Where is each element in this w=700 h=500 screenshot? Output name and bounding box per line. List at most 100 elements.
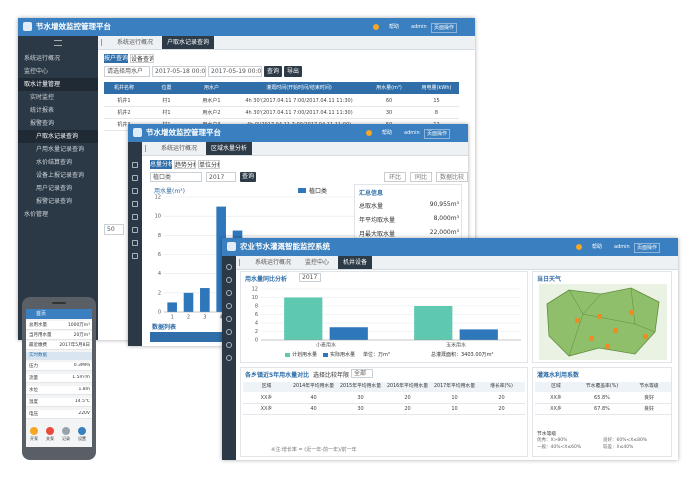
table-cell: 10 <box>431 393 478 404</box>
menu-item[interactable]: 户取水记录查询 <box>18 130 98 143</box>
tab[interactable]: 监控中心 <box>305 259 330 266</box>
table-cell: 4h 30'(2017.04.11 7:00/2017.04.11 11:30) <box>234 95 364 107</box>
sidebar-icon <box>226 303 232 309</box>
query-button[interactable]: 查询 <box>240 172 256 182</box>
table-header: 增长率(%) <box>478 382 525 392</box>
sidebar-icon <box>132 188 138 194</box>
page-size[interactable]: 50 <box>104 224 124 235</box>
x-tick-label: 4 <box>220 315 223 321</box>
tab[interactable]: 区域水量分析 <box>206 142 253 155</box>
table-cell: 20 <box>478 393 525 404</box>
y-tick-label: 0 <box>158 310 161 316</box>
phone-button[interactable] <box>30 427 38 435</box>
sub-tab[interactable]: 单位分析 <box>198 160 220 169</box>
sidebar-icon <box>132 175 138 181</box>
tab-bar: 系统运行概况 区域水量分析 <box>142 142 468 156</box>
table-header: 节水等级 <box>627 382 671 392</box>
filter-select[interactable]: 全部 <box>351 369 373 378</box>
phone-value: 1.5m³/h <box>72 375 90 380</box>
user[interactable]: admin <box>404 130 420 136</box>
menu-item[interactable]: 取水计量管理 <box>18 78 98 91</box>
table-cell: 良好 <box>627 393 671 404</box>
help[interactable]: 帮助 <box>389 24 400 30</box>
page-ops[interactable]: 页面操作 <box>424 129 451 139</box>
phone-label: 压力 <box>29 364 38 369</box>
tab[interactable]: 系统运行概况 <box>117 39 154 46</box>
phone-button[interactable] <box>78 427 86 435</box>
export-button[interactable]: 导出 <box>284 66 302 77</box>
legend-label: 实际用水量 <box>330 352 356 358</box>
menu-item[interactable]: 水价管理 <box>24 211 49 218</box>
sub-tab[interactable]: 总量分析 <box>150 160 172 169</box>
select[interactable]: 植口类 <box>150 172 202 182</box>
menu-item[interactable]: 系统运行概况 <box>24 55 61 62</box>
phone: 首页 总用水量 1000万m³ 当月用水量 20万m³ 最近缴费 2017年5月8日 实时数据… <box>22 297 96 460</box>
y-tick-label: 12 <box>155 195 161 201</box>
select[interactable]: 2017 <box>206 172 236 182</box>
menu-item[interactable]: 设备上报记录查询 <box>36 172 85 179</box>
summary-value: 22,000m³ <box>429 229 459 236</box>
sub-tab[interactable]: 按户查询 <box>104 54 128 63</box>
menu-item[interactable]: 报警记录查询 <box>36 198 73 205</box>
menu-item[interactable]: 监控中心 <box>24 68 49 75</box>
table-cell: 60 <box>364 95 414 107</box>
button[interactable]: 同比 <box>410 172 432 182</box>
y-tick-label: 4 <box>255 321 258 327</box>
phone-button[interactable] <box>62 427 70 435</box>
panel-title: 汇总信息 <box>359 190 384 197</box>
x-tick-label: 小麦用水 <box>316 342 336 349</box>
sidebar-icon <box>226 329 232 335</box>
legend-swatch <box>298 188 306 193</box>
tab[interactable]: 户取水记录查询 <box>162 36 215 49</box>
phone-button[interactable] <box>46 427 54 435</box>
input[interactable]: 请选择用水户 <box>104 66 150 77</box>
panel-title: 灌溉水利用系数 <box>537 372 580 379</box>
total: 总灌溉面积：3403.00万m² <box>431 352 494 358</box>
phone-value: 1.8m <box>78 387 90 392</box>
sub-tab[interactable]: 趋势分析 <box>174 160 196 169</box>
sidebar-icon <box>132 227 138 233</box>
button[interactable]: 数据比较 <box>436 172 468 182</box>
bar <box>167 302 177 312</box>
tab[interactable]: 系统运行概况 <box>161 145 198 152</box>
button[interactable]: 环比 <box>384 172 406 182</box>
tab[interactable]: 系统运行概况 <box>255 259 292 266</box>
menu-item[interactable]: 实时监控 <box>30 94 55 101</box>
bar <box>459 329 498 340</box>
sub-tab[interactable]: 设备查询 <box>130 54 154 63</box>
menu-item[interactable]: 用户记录查询 <box>36 185 73 192</box>
sidebar-icon <box>132 253 138 259</box>
user[interactable]: admin <box>614 244 630 250</box>
query-button[interactable]: 查询 <box>264 66 282 77</box>
summary-label: 年平均取水量 <box>359 217 396 224</box>
app-title: 节水增效监控管理平台 <box>36 22 111 31</box>
y-tick-label: 0 <box>255 338 258 344</box>
sidebar-icon <box>226 264 232 270</box>
table-header: 用电量(kWh) <box>414 82 459 94</box>
list-title: 数据列表 <box>152 324 177 331</box>
user[interactable]: admin <box>411 24 427 30</box>
table-cell: 40 <box>290 393 337 404</box>
date-end[interactable]: 2017-05-19 00:00 <box>208 66 262 77</box>
date-start[interactable]: 2017-05-18 00:00 <box>152 66 206 77</box>
menu-item[interactable]: 水价结算查询 <box>36 159 73 166</box>
phone-row <box>26 398 92 407</box>
tab[interactable]: 机井设备 <box>338 256 373 269</box>
menu-item[interactable]: 户用水量记录查询 <box>36 146 85 153</box>
panel-title: 各乡镇近5年用水量对比 <box>245 372 310 379</box>
table-header: 2017年平均用水量 <box>431 382 478 392</box>
table-cell: 机井3 <box>104 119 144 131</box>
menu-item[interactable]: 统计报表 <box>30 107 55 114</box>
page-ops[interactable]: 页面操作 <box>634 243 661 253</box>
help[interactable]: 帮助 <box>382 130 393 136</box>
page-ops[interactable]: 页面操作 <box>431 23 458 33</box>
phone-label: 最近缴费 <box>29 343 47 348</box>
year-select[interactable]: 2017 <box>299 273 321 282</box>
menu-item[interactable]: 报警查询 <box>30 120 55 127</box>
help[interactable]: 帮助 <box>592 244 603 250</box>
phone-label: 当月用水量 <box>29 333 52 338</box>
y-tick-label: 10 <box>252 295 258 301</box>
chart <box>539 284 667 360</box>
bar <box>200 288 210 312</box>
phone-button-label: 设置 <box>78 436 86 441</box>
